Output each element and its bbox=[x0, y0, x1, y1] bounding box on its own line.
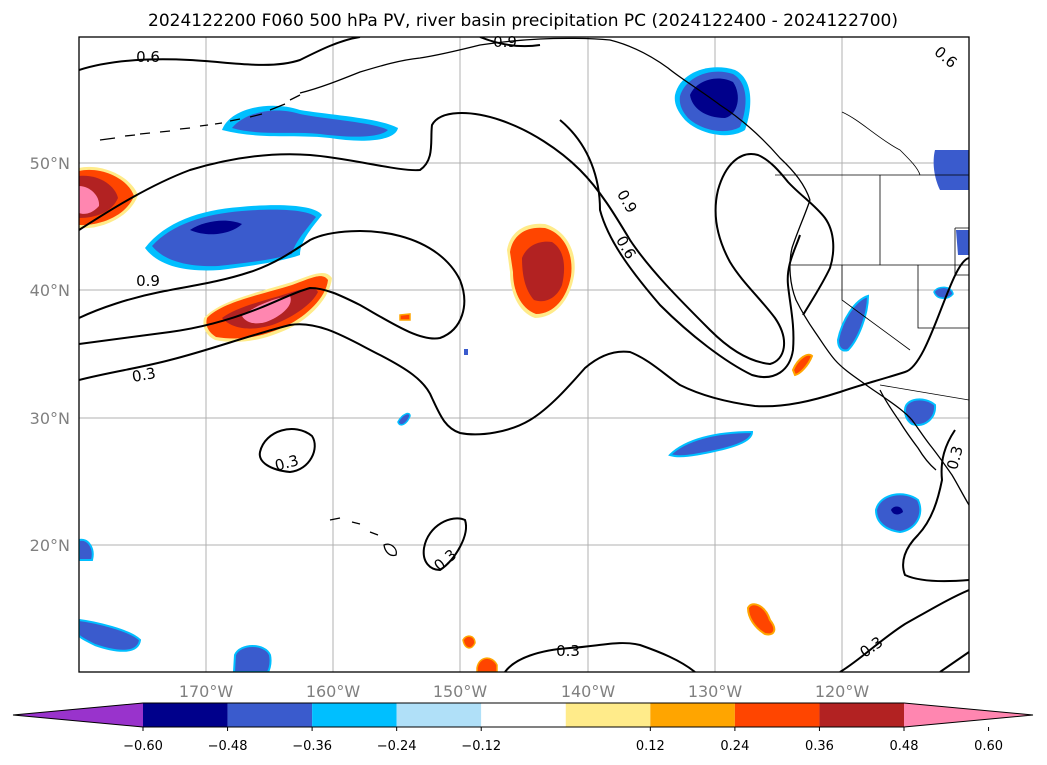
hawaii-islands bbox=[329, 517, 397, 557]
blob-tiny-south bbox=[476, 657, 498, 672]
blob-coast-34n bbox=[791, 353, 814, 377]
colorbar-segment bbox=[143, 703, 228, 727]
colorbar-ticks bbox=[142, 727, 990, 731]
colorbar-segment bbox=[13, 703, 143, 727]
blob-south-10n bbox=[232, 645, 272, 672]
colorbar-tick-label: −0.36 bbox=[292, 739, 332, 754]
colorbar-segment bbox=[904, 703, 1033, 727]
blob-subtropical bbox=[668, 430, 754, 458]
colorbar-tick-label: 0.24 bbox=[720, 739, 749, 754]
latitude-labels: 50°N 40°N 30°N 20°N bbox=[30, 154, 70, 555]
blob-baja-north bbox=[903, 398, 937, 426]
blob-idaho bbox=[933, 150, 969, 190]
baja-peninsula bbox=[879, 389, 937, 471]
colorbar-tick-label: 0.48 bbox=[890, 739, 919, 754]
colorbar-segment bbox=[481, 703, 566, 727]
lat-label-50n: 50°N bbox=[30, 154, 70, 173]
contour-0.9-north bbox=[479, 37, 541, 48]
colorbar-tick-label: −0.12 bbox=[461, 739, 501, 754]
positive-precip-blobs bbox=[79, 166, 814, 672]
colorbar-tick-label: −0.60 bbox=[123, 739, 163, 754]
contour-0.9-main bbox=[79, 112, 835, 366]
colorbar-tick-labels: −0.60 −0.48 −0.36 −0.24 −0.12 0.12 0.24 0.36 0.4… bbox=[123, 739, 1003, 754]
blob-tiny-38n bbox=[399, 313, 411, 321]
contour-0.3-mexico bbox=[902, 429, 969, 583]
aleutian-islands bbox=[99, 94, 301, 141]
colorbar-segment bbox=[734, 703, 820, 727]
lon-label-160w: 160°W bbox=[306, 682, 361, 701]
coastlines bbox=[99, 37, 969, 557]
contour-label: 0.9 bbox=[493, 33, 517, 51]
colorbar-segment bbox=[227, 703, 313, 727]
colorbar-tick-label: 0.60 bbox=[974, 739, 1003, 754]
colorbar-segments bbox=[13, 703, 1033, 727]
lon-label-170w: 170°W bbox=[179, 682, 234, 701]
alaska-coast bbox=[299, 37, 811, 201]
figure-title: 2024122200 F060 500 hPa PV, river basin … bbox=[148, 11, 898, 31]
colorbar: −0.60 −0.48 −0.36 −0.24 −0.12 0.12 0.24 0.36 0.4… bbox=[12, 702, 1034, 754]
colorbar-segment bbox=[565, 703, 651, 727]
colorbar-tick-label: 0.36 bbox=[805, 739, 834, 754]
gridlines bbox=[79, 37, 969, 672]
contour-label: 0.9 bbox=[136, 272, 160, 290]
contour-0.3-southeast bbox=[839, 589, 969, 672]
blob-tiny-10n bbox=[462, 635, 476, 649]
lat-label-40n: 40°N bbox=[30, 281, 70, 300]
blob-small-32n bbox=[397, 412, 411, 426]
lon-label-150w: 150°W bbox=[433, 682, 488, 701]
blob-tiny-35n bbox=[464, 349, 468, 355]
pv-contours bbox=[79, 37, 969, 672]
contour-label: 0.3 bbox=[131, 364, 158, 386]
political-borders bbox=[775, 111, 969, 401]
contour-0.3-main bbox=[79, 257, 969, 436]
lat-label-20n: 20°N bbox=[30, 536, 70, 555]
longitude-labels: 170°W 160°W 150°W 140°W 130°W 120°W bbox=[179, 682, 870, 701]
contour-label: 0.6 bbox=[136, 48, 160, 66]
blob-south-13n bbox=[746, 603, 776, 636]
lon-label-130w: 130°W bbox=[688, 682, 743, 701]
colorbar-tick-label: −0.24 bbox=[377, 739, 417, 754]
contour-0.3-loop bbox=[258, 428, 316, 474]
contour-0.6-main bbox=[79, 230, 466, 345]
colorbar-tick-label: −0.48 bbox=[208, 739, 248, 754]
lat-label-30n: 30°N bbox=[30, 409, 70, 428]
contour-label: 0.3 bbox=[943, 444, 967, 472]
colorbar-segment bbox=[650, 703, 735, 727]
blob-west-edge-20n bbox=[79, 538, 94, 561]
map-area bbox=[79, 37, 969, 672]
negative-precip-blobs bbox=[79, 67, 969, 672]
colorbar-tick-label: 0.12 bbox=[636, 739, 665, 754]
contour-0.3-tip bbox=[939, 651, 969, 672]
lon-label-140w: 140°W bbox=[561, 682, 616, 701]
contour-label: 0.3 bbox=[556, 642, 580, 660]
blob-west-edge-12n bbox=[79, 618, 142, 652]
contour-label: 0.3 bbox=[273, 451, 301, 475]
blob-california bbox=[836, 294, 870, 352]
lon-label-120w: 120°W bbox=[815, 682, 870, 701]
contour-0.3-south bbox=[504, 642, 696, 672]
colorbar-segment bbox=[396, 703, 482, 727]
contour-0.6-north bbox=[79, 37, 361, 71]
colorbar-segment bbox=[312, 703, 397, 727]
contour-0.6-east bbox=[559, 119, 801, 378]
contour-0.3-hawaii bbox=[422, 517, 467, 572]
colorbar-segment bbox=[819, 703, 904, 727]
west-coast bbox=[789, 199, 969, 506]
map-frame bbox=[78, 36, 970, 673]
